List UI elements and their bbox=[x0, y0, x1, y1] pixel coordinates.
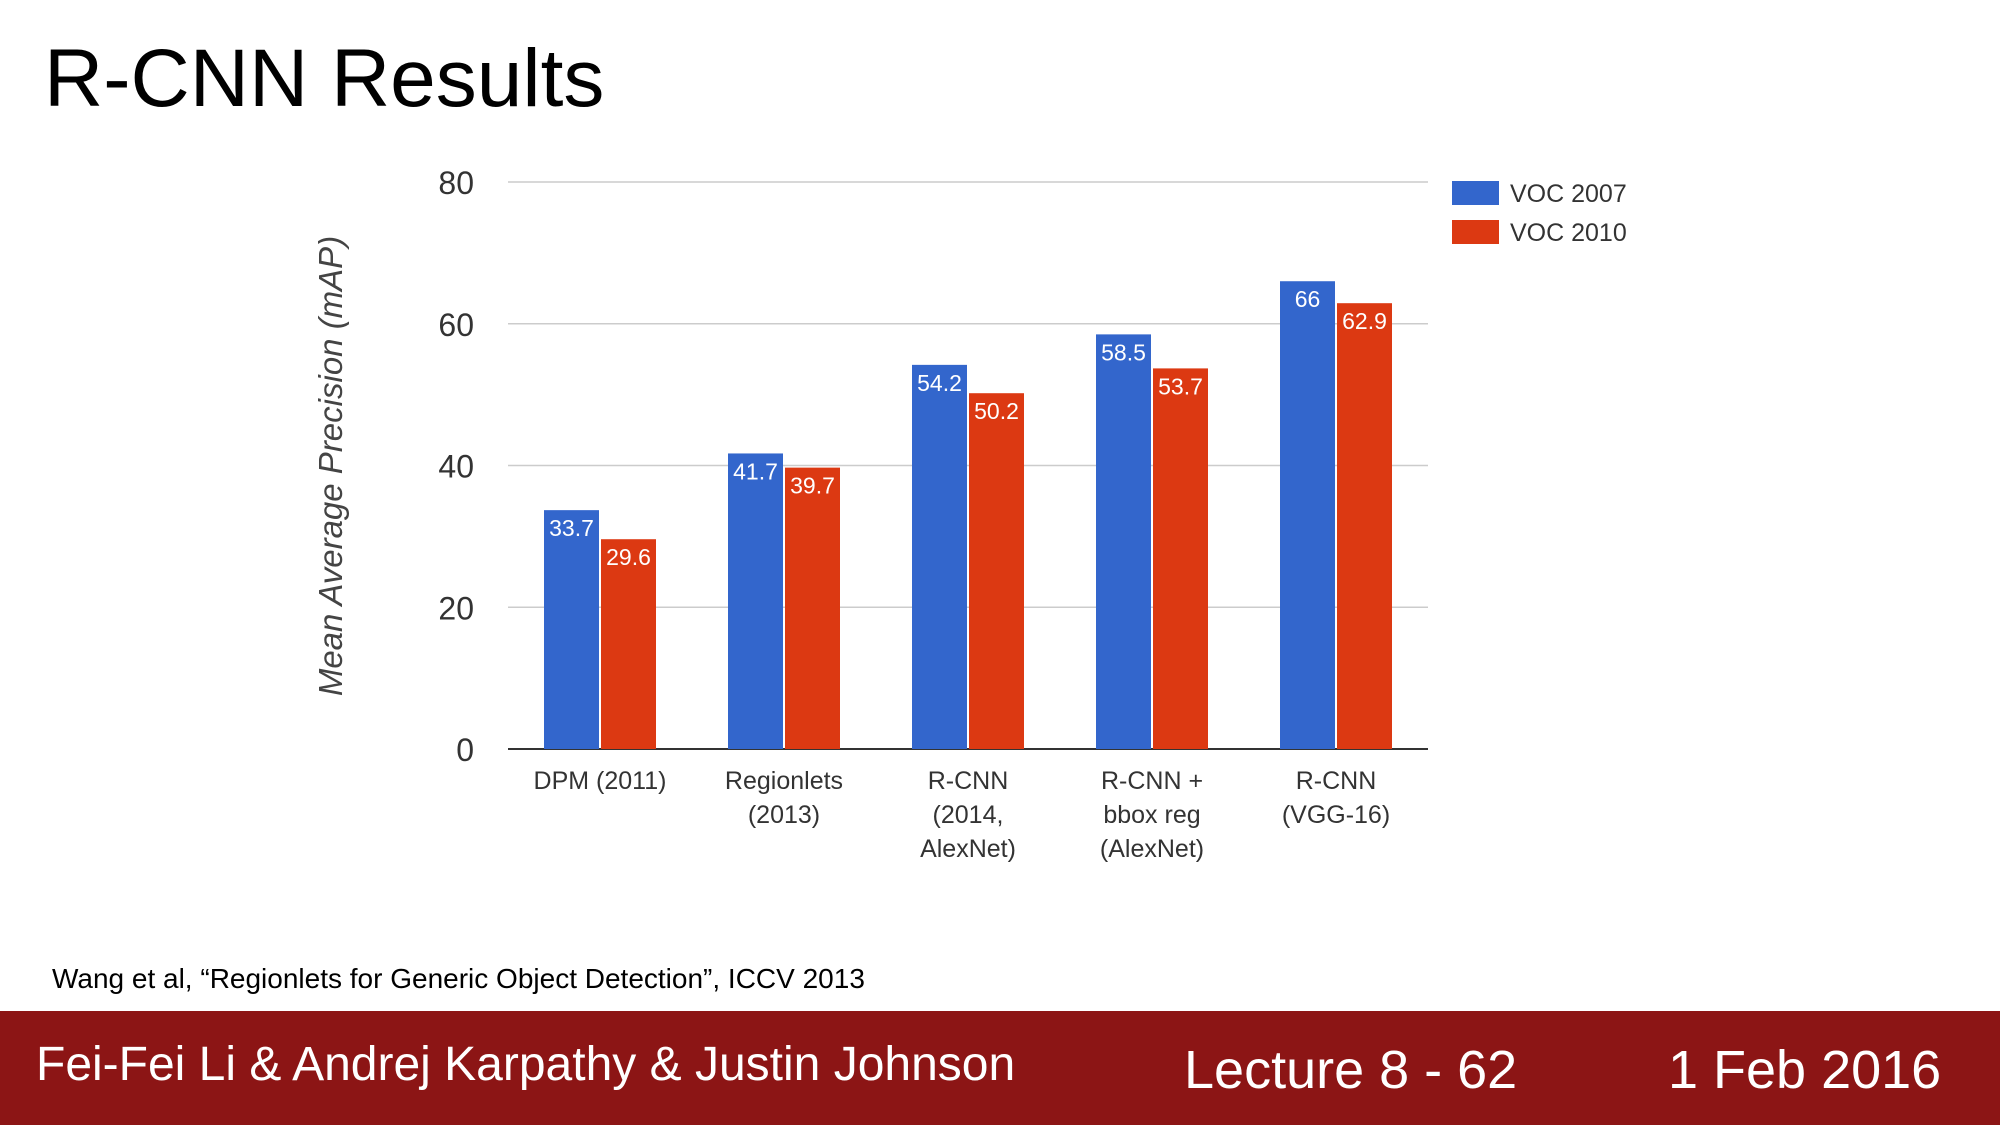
legend-label: VOC 2007 bbox=[1510, 180, 1627, 208]
bar-value-label: 62.9 bbox=[1342, 308, 1387, 334]
bar-voc-2010 bbox=[601, 539, 656, 749]
legend-label: VOC 2010 bbox=[1510, 219, 1627, 247]
y-tick-label: 40 bbox=[438, 449, 474, 485]
bar-value-label: 54.2 bbox=[917, 370, 962, 396]
bar-voc-2010 bbox=[969, 393, 1024, 749]
x-tick-label: (VGG-16) bbox=[1282, 801, 1390, 829]
citation: Wang et al, “Regionlets for Generic Obje… bbox=[52, 963, 865, 995]
legend-swatch bbox=[1452, 220, 1499, 244]
x-tick-label: R-CNN + bbox=[1101, 767, 1203, 795]
footer-lecture-number: Lecture 8 - 62 bbox=[1184, 1039, 1517, 1101]
x-tick-label: R-CNN bbox=[1296, 767, 1377, 795]
bar-voc-2007 bbox=[1280, 281, 1335, 749]
x-tick-label: R-CNN bbox=[928, 767, 1009, 795]
footer-bar: Fei-Fei Li & Andrej Karpathy & Justin Jo… bbox=[0, 1011, 2000, 1125]
y-tick-label: 0 bbox=[456, 732, 474, 768]
x-tick-label: bbox reg bbox=[1103, 801, 1200, 829]
y-axis-label: Mean Average Precision (mAP) bbox=[312, 236, 349, 696]
bar-voc-2007 bbox=[1096, 334, 1151, 749]
bar-value-label: 66 bbox=[1295, 286, 1321, 312]
x-tick-label: DPM (2011) bbox=[534, 767, 667, 795]
bar-value-label: 58.5 bbox=[1101, 339, 1146, 365]
x-tick-label: (2014, bbox=[933, 801, 1004, 829]
bar-chart: 0 20 40 60 80 Mean Average Precision (mAP) 33.… bbox=[0, 0, 2000, 1011]
bar-voc-2007 bbox=[912, 365, 967, 749]
x-tick-label: Regionlets bbox=[725, 767, 843, 795]
bar-value-label: 41.7 bbox=[733, 458, 778, 484]
bar-voc-2010 bbox=[1153, 368, 1208, 749]
y-tick-label: 80 bbox=[438, 165, 474, 201]
bar-voc-2010 bbox=[1337, 303, 1392, 749]
bar-value-label: 39.7 bbox=[790, 473, 835, 499]
footer-date: 1 Feb 2016 bbox=[1668, 1039, 1941, 1101]
bar-value-label: 29.6 bbox=[606, 544, 651, 570]
legend-swatch bbox=[1452, 181, 1499, 205]
bar-value-label: 53.7 bbox=[1158, 373, 1203, 399]
bar-voc-2007 bbox=[544, 510, 599, 749]
bar-voc-2010 bbox=[785, 468, 840, 749]
x-tick-label: (AlexNet) bbox=[1100, 835, 1204, 863]
y-tick-label: 20 bbox=[438, 590, 474, 626]
footer-authors: Fei-Fei Li & Andrej Karpathy & Justin Jo… bbox=[36, 1037, 1015, 1092]
bar-voc-2007 bbox=[728, 453, 783, 749]
x-tick-label: AlexNet) bbox=[920, 835, 1016, 863]
bar-value-label: 50.2 bbox=[974, 398, 1019, 424]
bar-value-label: 33.7 bbox=[549, 515, 594, 541]
y-tick-label: 60 bbox=[438, 307, 474, 343]
x-tick-label: (2013) bbox=[748, 801, 820, 829]
